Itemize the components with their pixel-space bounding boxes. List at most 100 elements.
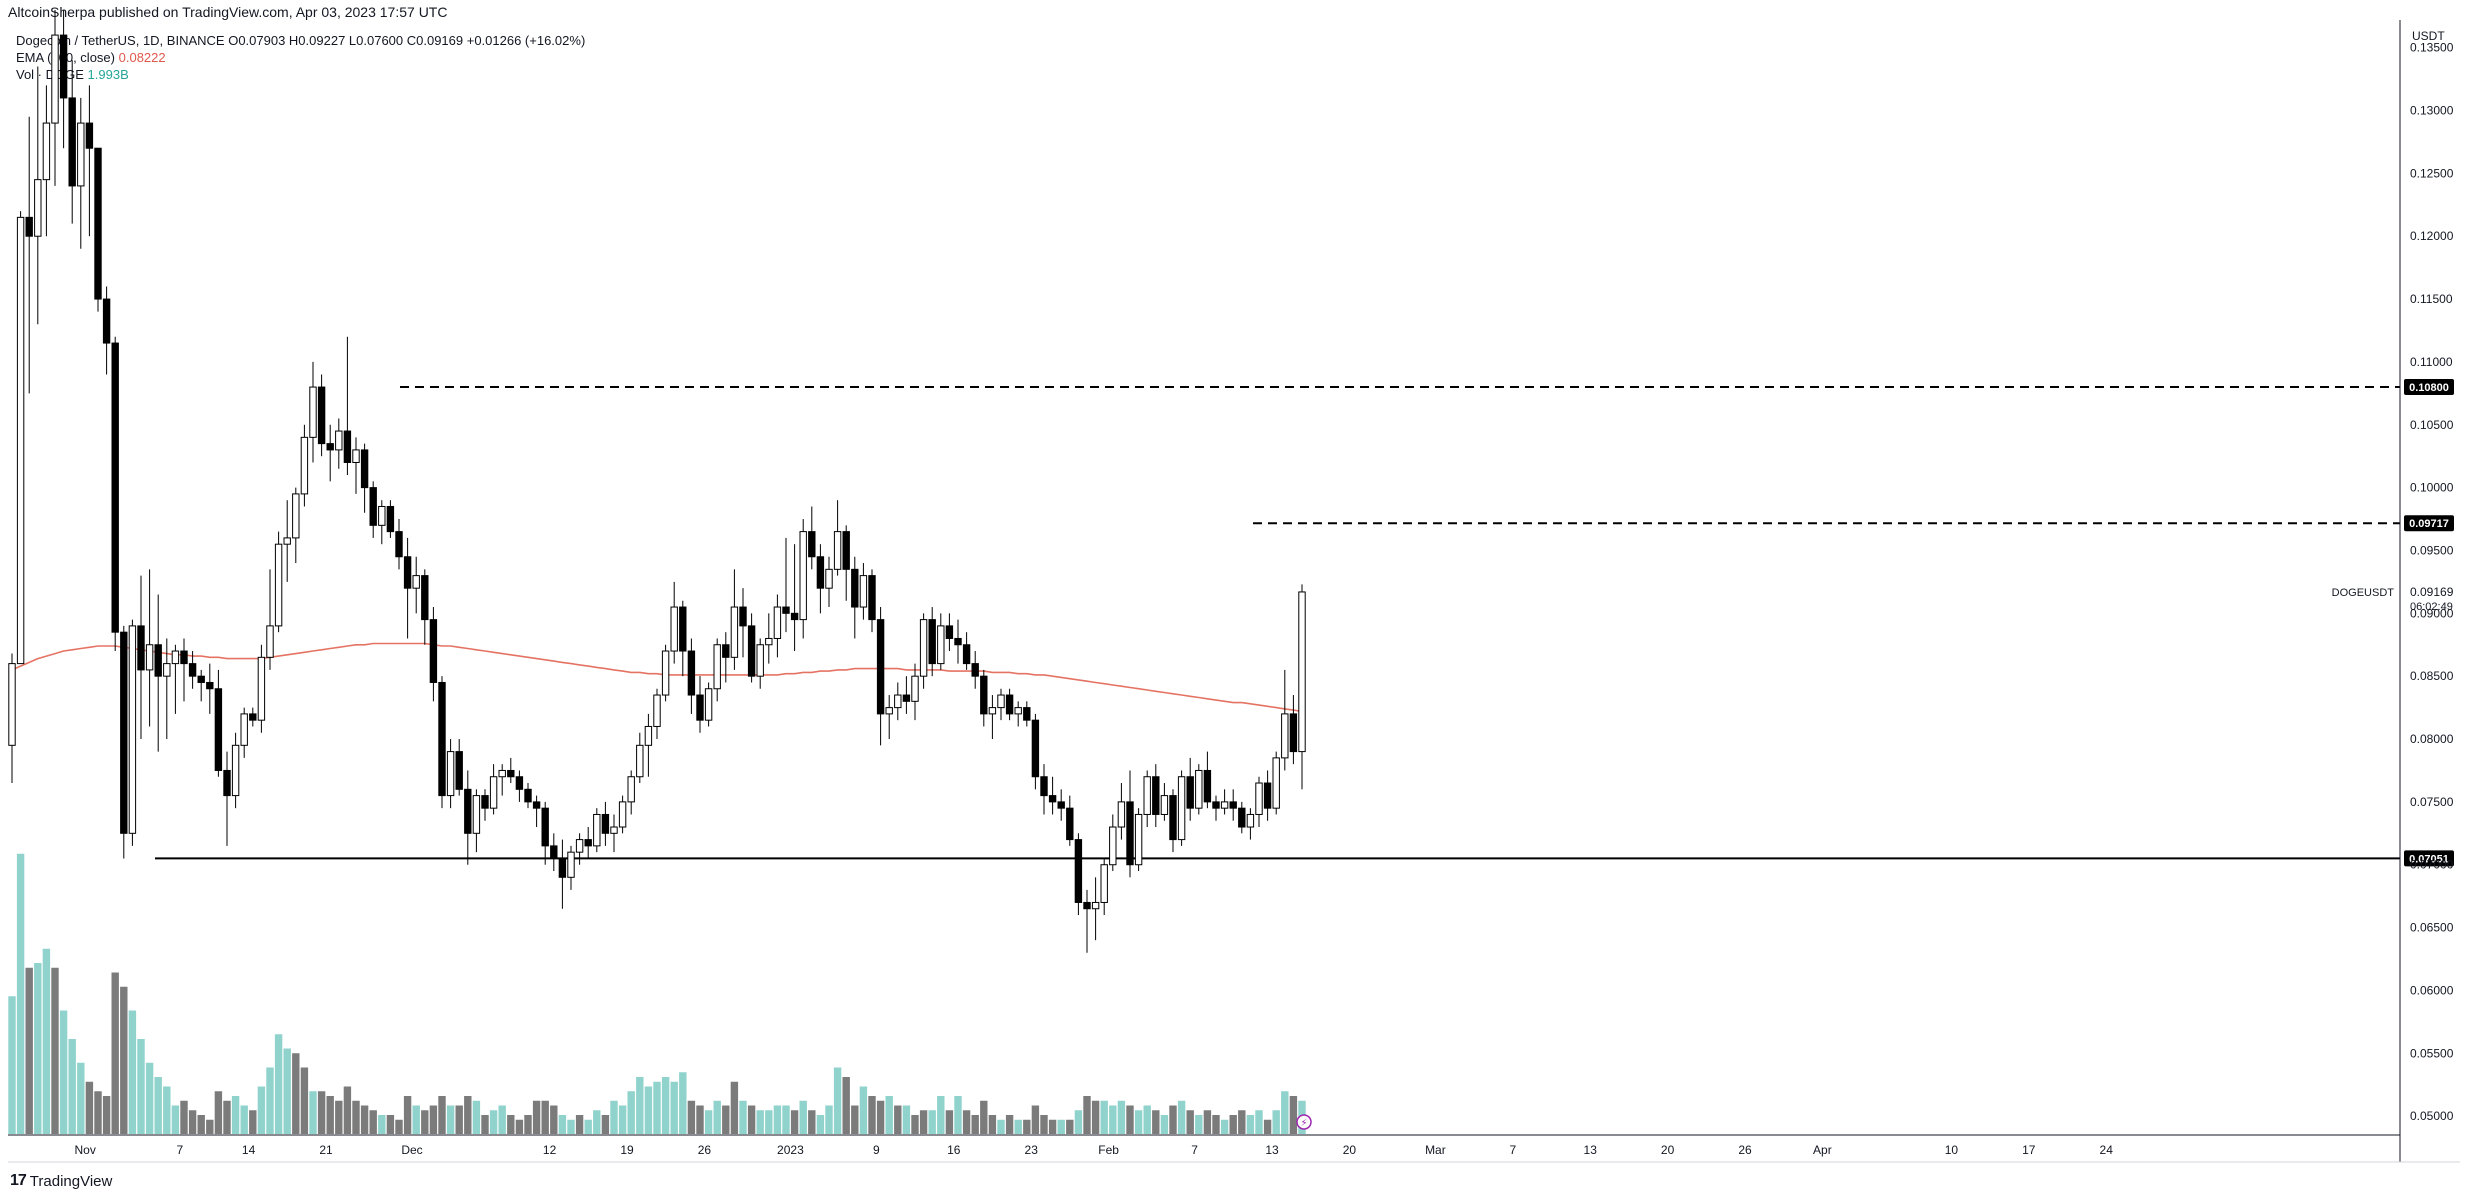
symbol-name[interactable]: Dogecoin / TetherUS, 1D, BINANCE <box>16 33 225 48</box>
candle-body <box>102 298 111 344</box>
volume-bar <box>317 1091 326 1134</box>
candle <box>1023 701 1031 727</box>
y-tick-label: 0.11500 <box>2410 292 2453 306</box>
candle-body <box>842 531 850 570</box>
volume-bar <box>1109 1105 1117 1134</box>
candle <box>1083 889 1091 953</box>
candle <box>859 563 868 620</box>
candle-body <box>16 216 25 665</box>
candle-body <box>730 606 739 658</box>
candle-body <box>524 788 532 803</box>
volume-bar <box>1246 1115 1255 1134</box>
candle-body <box>919 619 928 677</box>
candle <box>464 770 472 865</box>
ema-layer <box>11 642 1303 713</box>
candle-body <box>317 386 326 445</box>
volume-bar <box>902 1105 911 1134</box>
volume-bar <box>59 1010 68 1134</box>
x-tick-label: Feb <box>1098 1143 1119 1157</box>
volume-bar <box>206 1119 214 1134</box>
candle-body <box>713 644 721 690</box>
volume-bar <box>472 1100 481 1134</box>
candle <box>214 669 223 777</box>
candle-body <box>472 795 481 834</box>
candle <box>980 669 988 727</box>
x-tick-label: 19 <box>620 1143 634 1157</box>
volume-bar <box>1186 1110 1194 1134</box>
volume-bar <box>137 1039 145 1134</box>
volume-bar <box>1229 1115 1237 1134</box>
candle <box>1281 669 1289 771</box>
candle-body <box>274 543 283 627</box>
lightning-icon <box>1296 1114 1312 1130</box>
tradingview-logo[interactable]: 17 TradingView <box>10 1172 112 1190</box>
candle <box>1272 751 1280 815</box>
volume-bar <box>567 1119 575 1134</box>
x-tick-label: 13 <box>1584 1143 1598 1157</box>
candle-body <box>154 644 162 677</box>
volume-bar <box>507 1115 515 1134</box>
volume-bar <box>894 1105 902 1134</box>
candle <box>627 770 635 815</box>
candle <box>1238 801 1246 834</box>
candle <box>653 688 661 740</box>
volume-bar <box>188 1110 197 1134</box>
volume-bar <box>1023 1119 1031 1134</box>
candle-body <box>120 631 128 834</box>
candle-body <box>1057 801 1065 809</box>
candle-body <box>223 769 231 797</box>
x-tick-label: 9 <box>873 1143 880 1157</box>
candle-body <box>59 34 68 99</box>
x-tick-label: 26 <box>698 1143 712 1157</box>
candle-body <box>1255 782 1263 815</box>
y-tick-label: 0.07500 <box>2410 795 2454 809</box>
volume-bar <box>816 1115 825 1134</box>
volume-bar <box>283 1048 291 1134</box>
candle-body <box>962 644 971 665</box>
y-tick-label: 0.06000 <box>2410 983 2454 997</box>
volume-bar <box>154 1077 162 1134</box>
candle-body <box>429 619 438 683</box>
volume-bar <box>515 1119 524 1134</box>
last-price-countdown: 06:02:49 <box>2410 601 2453 613</box>
candle <box>679 600 687 677</box>
candle-body <box>1083 901 1091 910</box>
candle <box>231 732 240 809</box>
candle-body <box>937 625 945 665</box>
volume-bar <box>1289 1096 1298 1134</box>
candle-body <box>704 688 713 721</box>
candle-body <box>894 694 902 709</box>
volume-bar <box>713 1100 721 1134</box>
candle <box>498 764 506 796</box>
candle <box>1134 808 1143 872</box>
volume-bar <box>550 1105 558 1134</box>
candle <box>722 632 730 683</box>
volume-bar <box>704 1110 713 1134</box>
candle <box>25 116 33 394</box>
candle-body <box>1289 713 1298 753</box>
candle-body <box>85 122 94 149</box>
volume-bar <box>859 1086 868 1134</box>
candle <box>283 500 291 582</box>
volume-bar <box>249 1110 257 1134</box>
volume-bar <box>1160 1115 1169 1134</box>
candle <box>180 638 188 702</box>
candle <box>610 814 618 853</box>
candle-body <box>1031 719 1040 778</box>
candle-body <box>885 707 893 715</box>
volume-bar <box>42 948 51 1134</box>
candle <box>1005 688 1014 721</box>
volume-bar <box>257 1086 266 1134</box>
candle <box>739 588 747 658</box>
volume-bar <box>618 1105 627 1134</box>
candle <box>790 544 799 652</box>
volume-layer <box>8 853 1306 1134</box>
volume-bar <box>739 1100 747 1134</box>
candle <box>59 9 68 149</box>
volume-bar <box>1117 1100 1126 1134</box>
candle <box>558 839 567 909</box>
last-price-symbol: DOGEUSDT <box>2332 587 2395 599</box>
candle <box>937 613 945 670</box>
candle-body <box>421 575 429 621</box>
